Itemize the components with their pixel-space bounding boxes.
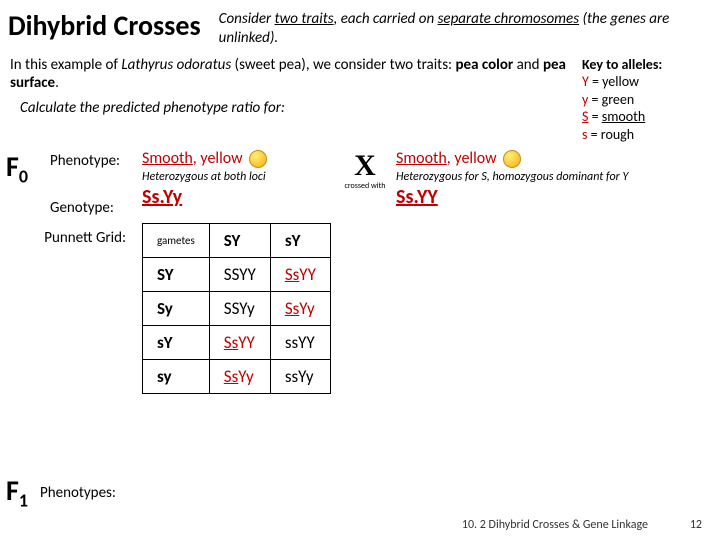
calc-text: Calculate the predicted phenotype ratio …: [10, 93, 576, 118]
f1-row: F1 Phenotypes:: [6, 473, 116, 512]
pea-icon: [249, 150, 267, 168]
punnett-label: Punnett Grid:: [6, 223, 142, 394]
cross-symbol: X crossed with: [334, 149, 396, 191]
pea-icon: [503, 150, 521, 168]
subtitle: Consider two traits, each carried on sep…: [219, 8, 706, 48]
parent-2: Smooth, yellow Heterozygous for S, homoz…: [396, 149, 678, 209]
allele-key: Key to alleles: Y = yellow y = green S =…: [576, 56, 706, 144]
f0-row-labels: Phenotype: Genotype:: [50, 149, 142, 219]
parent-1: Smooth, yellow Heterozygous at both loci…: [142, 149, 334, 209]
intro-text: In this example of Lathyrus odoratus (sw…: [10, 56, 576, 94]
f0-label: F0: [6, 149, 50, 186]
page-title: Dihybrid Crosses: [8, 8, 219, 43]
punnett-grid: gametes SY sY SY SSYY SsYY Sy SSYy SsYy …: [142, 223, 331, 394]
footer-text: 10. 2 Dihybrid Crosses & Gene Linkage: [462, 518, 648, 532]
page-number: 12: [690, 518, 702, 532]
